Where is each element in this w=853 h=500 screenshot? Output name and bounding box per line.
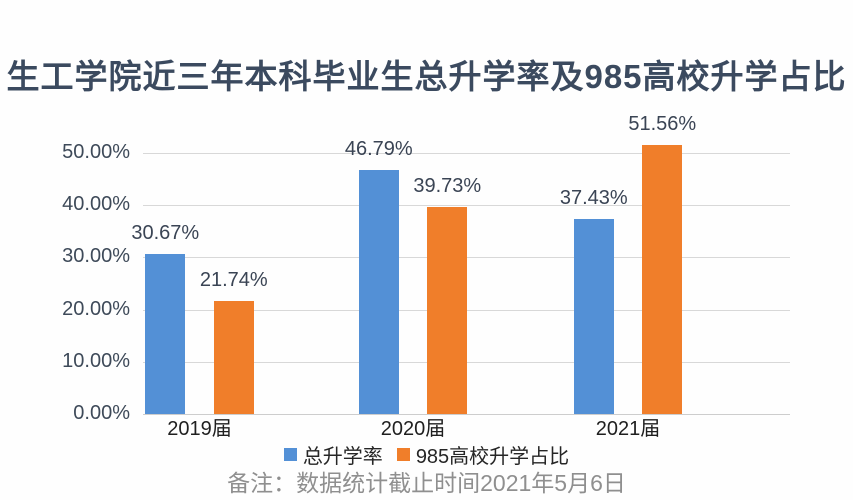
legend-label-total-rate: 总升学率 bbox=[302, 446, 383, 468]
chart-legend: 总升学率 985高校升学占比 bbox=[0, 440, 853, 469]
legend-item-985-ratio: 985高校升学占比 bbox=[396, 440, 570, 469]
data-label: 46.79% bbox=[344, 137, 413, 160]
chart-title: 生工学院近三年本科毕业生总升学率及985高校升学占比 bbox=[6, 58, 847, 95]
legend-swatch-blue-icon bbox=[283, 448, 297, 461]
y-axis-tick-label: 20.00% bbox=[62, 297, 130, 320]
bar-985高校升学占比-2019届 bbox=[213, 300, 254, 414]
y-axis-tick-label: 10.00% bbox=[62, 349, 130, 372]
x-axis-category-label: 2021届 bbox=[595, 418, 661, 440]
legend-label-985-ratio: 985高校升学占比 bbox=[415, 446, 570, 468]
data-label: 51.56% bbox=[628, 112, 697, 135]
bar-总升学率-2021届 bbox=[573, 218, 614, 414]
data-label: 21.74% bbox=[199, 268, 268, 291]
data-label: 37.43% bbox=[559, 186, 628, 209]
x-axis-category-label: 2020届 bbox=[380, 418, 446, 440]
data-label: 39.73% bbox=[413, 174, 482, 197]
y-axis-tick-label: 30.00% bbox=[62, 245, 130, 268]
legend-item-total-rate: 总升学率 bbox=[283, 440, 383, 469]
gridline bbox=[143, 205, 790, 207]
gridline bbox=[143, 414, 790, 415]
bar-985高校升学占比-2020届 bbox=[427, 206, 468, 414]
bar-985高校升学占比-2021届 bbox=[642, 144, 683, 414]
gridline bbox=[143, 153, 790, 154]
data-label: 30.67% bbox=[131, 221, 200, 244]
bar-总升学率-2020届 bbox=[358, 169, 399, 414]
y-axis-tick-label: 50.00% bbox=[62, 141, 130, 163]
y-axis-tick-label: 0.00% bbox=[73, 402, 130, 424]
bar-总升学率-2019届 bbox=[145, 253, 186, 414]
y-axis-tick-label: 40.00% bbox=[62, 193, 130, 216]
footer-note: 备注：数据统计截止时间2021年5月6日 bbox=[227, 470, 626, 496]
legend-swatch-orange-icon bbox=[396, 448, 410, 461]
x-axis-category-label: 2019届 bbox=[167, 418, 232, 440]
